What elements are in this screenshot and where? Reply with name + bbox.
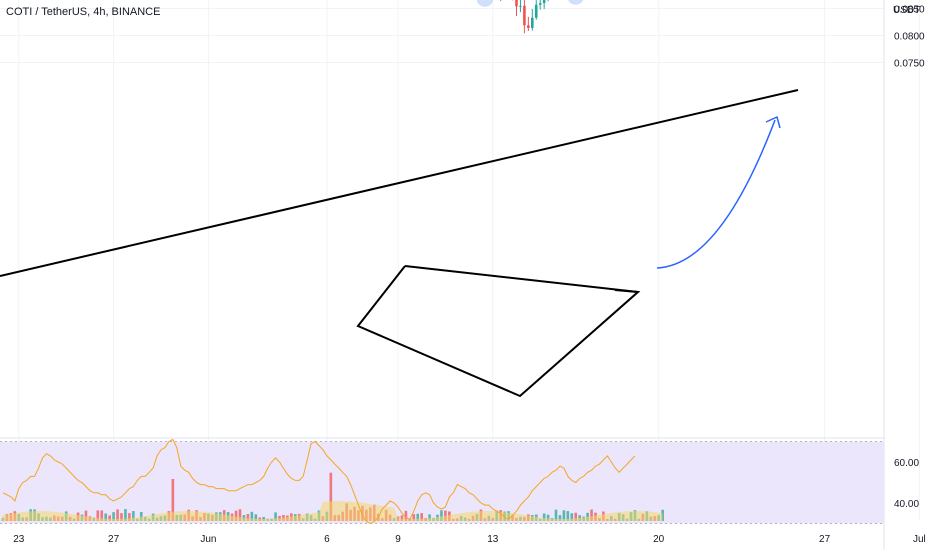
price-tick-label: 0.0750	[894, 59, 925, 70]
time-tick-label: 27	[108, 534, 120, 545]
volume-bar	[96, 510, 100, 521]
volume-bar	[250, 511, 254, 521]
volume-bar	[262, 516, 265, 521]
volume-bar	[84, 510, 88, 521]
volume-bar	[120, 513, 123, 521]
volume-bar	[428, 514, 431, 521]
volume-bar	[108, 515, 111, 521]
pattern-highlights	[476, 0, 584, 7]
volume-bar	[412, 514, 416, 521]
volume-bar	[542, 513, 546, 521]
volume-bar	[329, 472, 333, 521]
symbol-title[interactable]: COTI / TetherUS, 4h, BINANCE	[6, 6, 161, 18]
rsi-path	[2, 438, 636, 525]
time-tick-label: 6	[324, 534, 330, 545]
triangle-edge[interactable]	[614, 289, 639, 293]
volume-bar	[440, 510, 443, 521]
price-tick-label: 0.0850	[894, 5, 925, 16]
volume-bar	[562, 510, 566, 521]
volume-bar	[400, 515, 404, 521]
candle-body	[527, 25, 530, 28]
volume-bar	[246, 513, 250, 521]
rsi-band	[0, 441, 884, 524]
rsi-band-fill	[0, 441, 884, 524]
rsi-tick-label: 40.00	[894, 499, 919, 510]
trend-drawings[interactable]	[0, 89, 799, 398]
projection-arrow[interactable]	[656, 119, 776, 269]
volume-bar	[590, 509, 593, 521]
ascending-trendline[interactable]	[0, 89, 799, 277]
candle-body	[538, 3, 542, 5]
volume-bar	[404, 510, 408, 521]
volume-bar	[171, 478, 175, 521]
candle-body	[519, 5, 522, 7]
time-tick-label: 9	[395, 534, 401, 545]
volume-bar	[274, 512, 277, 521]
candle-body	[515, 0, 518, 7]
candles[interactable]	[2, 0, 664, 34]
arrow-head-icon	[765, 115, 781, 129]
volume-bar	[234, 510, 238, 521]
volume-bar	[254, 514, 258, 521]
rsi-line	[2, 438, 636, 525]
volume-bar	[139, 512, 143, 521]
volume-bar	[416, 513, 420, 521]
volume-bar	[124, 509, 127, 521]
triangle-pattern[interactable]	[356, 265, 641, 398]
price-axis[interactable]: 0.14500.14000.13500.13000.12500.12000.11…	[894, 0, 925, 511]
volume-bar	[116, 509, 119, 521]
highlight-circle	[568, 0, 584, 5]
candle-body	[531, 17, 534, 28]
volume-bar	[558, 515, 562, 521]
volume-bar	[132, 511, 135, 521]
volume-bar	[112, 512, 115, 521]
time-tick-label: 27	[819, 534, 831, 545]
volume-bar	[128, 513, 131, 521]
volume-bar	[566, 511, 570, 521]
currency-unit: USDT	[893, 5, 921, 16]
time-tick-label: 13	[487, 534, 499, 545]
volume-bar	[420, 513, 423, 521]
volume-ma-area	[0, 501, 663, 521]
volume-histogram	[0, 472, 664, 521]
volume-bar	[661, 509, 664, 521]
time-axis[interactable]: 2327Jun69132027Jul5	[13, 534, 932, 545]
volume-bar	[570, 513, 574, 521]
time-tick-label: Jul	[913, 534, 926, 545]
time-tick-label: 23	[13, 534, 25, 545]
candle-body	[542, 0, 546, 4]
candle-body	[534, 4, 538, 18]
volume-bar	[104, 513, 107, 521]
volume-bar	[238, 509, 242, 521]
time-tick-label: Jun	[200, 534, 216, 545]
time-tick-label: 20	[653, 534, 665, 545]
rsi-tick-label: 60.00	[894, 458, 919, 469]
volume-bar	[546, 514, 550, 521]
candle-body	[523, 5, 526, 26]
volume-bar	[574, 512, 578, 521]
volume-bar	[554, 509, 558, 521]
price-tick-label: 0.0800	[894, 32, 925, 43]
volume-bar	[100, 510, 104, 521]
highlight-circle	[476, 0, 493, 7]
